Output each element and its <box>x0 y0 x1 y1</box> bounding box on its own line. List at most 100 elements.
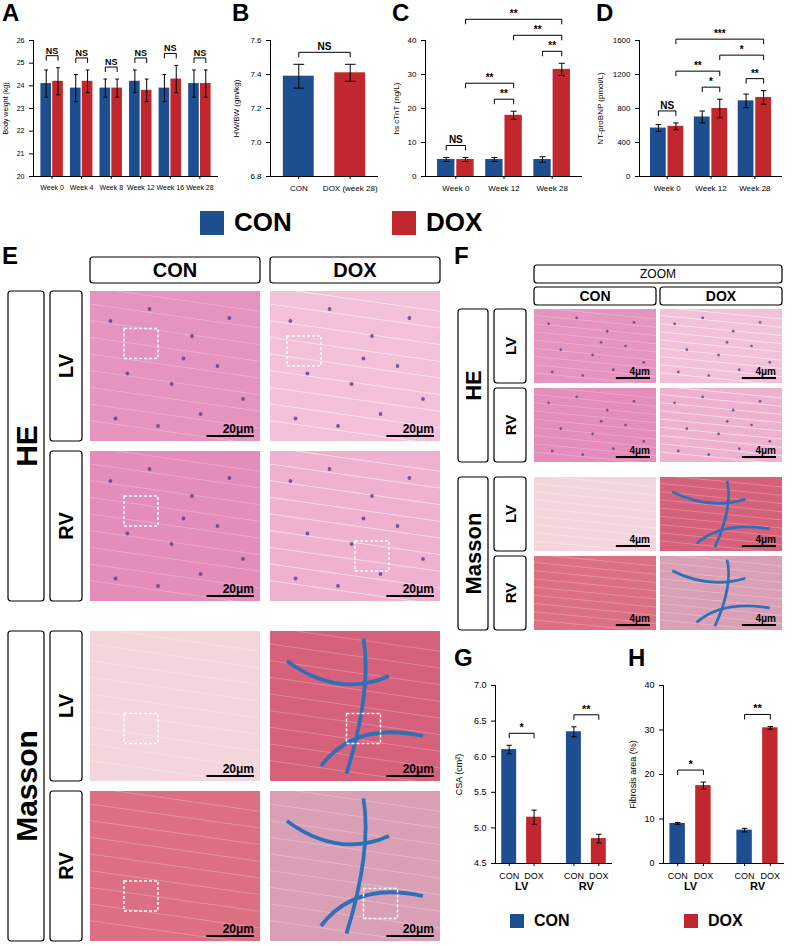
svg-text:**: ** <box>486 72 494 83</box>
svg-text:4μm: 4μm <box>629 366 650 377</box>
svg-text:**: ** <box>510 8 518 19</box>
svg-text:CON: CON <box>153 259 197 281</box>
svg-text:RV: RV <box>750 880 766 892</box>
svg-text:800: 800 <box>617 104 631 113</box>
svg-text:**: ** <box>582 703 591 715</box>
svg-text:0: 0 <box>649 858 654 868</box>
svg-text:30: 30 <box>644 725 654 735</box>
svg-text:***: *** <box>714 28 726 39</box>
svg-text:21: 21 <box>17 150 25 157</box>
svg-text:CON: CON <box>290 184 308 193</box>
svg-text:20: 20 <box>408 104 417 113</box>
svg-text:4μm: 4μm <box>755 445 776 456</box>
svg-text:0: 0 <box>412 172 417 181</box>
svg-text:40: 40 <box>644 680 654 690</box>
svg-text:Week 4: Week 4 <box>70 184 94 191</box>
svg-text:NS: NS <box>660 100 674 111</box>
svg-text:26: 26 <box>17 37 25 44</box>
svg-text:*: * <box>688 758 693 770</box>
svg-text:4μm: 4μm <box>629 613 650 624</box>
svg-text:5.5: 5.5 <box>474 787 487 797</box>
svg-text:7.6: 7.6 <box>250 36 262 45</box>
svg-text:6.5: 6.5 <box>474 716 487 726</box>
svg-text:20μm: 20μm <box>403 582 434 596</box>
svg-text:4μm: 4μm <box>629 445 650 456</box>
svg-text:6.8: 6.8 <box>250 172 262 181</box>
svg-text:Week 0: Week 0 <box>442 184 470 193</box>
svg-text:7.0: 7.0 <box>250 138 262 147</box>
svg-text:4μm: 4μm <box>755 534 776 545</box>
svg-text:NS: NS <box>318 41 332 52</box>
svg-text:NT-proBNP (pmol/L): NT-proBNP (pmol/L) <box>596 72 605 145</box>
svg-text:**: ** <box>694 60 702 71</box>
svg-text:1600: 1600 <box>613 36 631 45</box>
svg-text:NS: NS <box>75 48 88 58</box>
svg-text:1200: 1200 <box>613 70 631 79</box>
svg-text:4μm: 4μm <box>755 366 776 377</box>
svg-text:5.0: 5.0 <box>474 823 487 833</box>
svg-text:20μm: 20μm <box>403 762 434 776</box>
svg-text:22: 22 <box>17 127 25 134</box>
svg-text:Week 12: Week 12 <box>695 184 727 193</box>
svg-text:30: 30 <box>408 70 417 79</box>
svg-text:20μm: 20μm <box>223 582 254 596</box>
svg-text:*: * <box>709 76 713 87</box>
svg-text:25: 25 <box>17 59 25 66</box>
svg-text:**: ** <box>751 68 759 79</box>
svg-text:400: 400 <box>617 138 631 147</box>
svg-text:23: 23 <box>17 105 25 112</box>
svg-text:RV: RV <box>55 512 77 540</box>
svg-text:20μm: 20μm <box>403 422 434 436</box>
svg-text:4μm: 4μm <box>629 534 650 545</box>
svg-text:Week 12: Week 12 <box>127 184 155 191</box>
svg-text:LV: LV <box>684 880 698 892</box>
svg-text:**: ** <box>500 88 508 99</box>
svg-text:Masson: Masson <box>10 730 43 842</box>
svg-text:7.0: 7.0 <box>474 680 487 690</box>
svg-text:HW/BW (gm/kg): HW/BW (gm/kg) <box>232 79 241 137</box>
svg-text:NS: NS <box>194 48 207 58</box>
svg-text:LV: LV <box>502 505 519 523</box>
svg-text:Fibrosis area (%): Fibrosis area (%) <box>628 740 638 809</box>
svg-text:DOX: DOX <box>706 288 737 304</box>
svg-text:Week 28: Week 28 <box>536 184 568 193</box>
svg-text:RV: RV <box>55 852 77 880</box>
svg-text:20μm: 20μm <box>223 762 254 776</box>
svg-text:DOX (week 28): DOX (week 28) <box>323 184 378 193</box>
svg-text:CSA (cm²): CSA (cm²) <box>454 754 464 796</box>
svg-text:Body weight (kg): Body weight (kg) <box>2 82 10 134</box>
svg-text:6.0: 6.0 <box>474 752 487 762</box>
svg-text:*: * <box>519 721 524 733</box>
svg-text:20: 20 <box>17 173 25 180</box>
svg-text:**: ** <box>534 24 542 35</box>
svg-text:Week 28: Week 28 <box>186 184 214 191</box>
svg-text:Week 0: Week 0 <box>654 184 682 193</box>
svg-text:HE: HE <box>10 425 43 467</box>
svg-text:ZOOM: ZOOM <box>640 267 676 281</box>
svg-text:NS: NS <box>135 48 148 58</box>
svg-text:40: 40 <box>408 36 417 45</box>
svg-text:Masson: Masson <box>461 513 486 595</box>
svg-text:Week 28: Week 28 <box>739 184 771 193</box>
svg-text:10: 10 <box>644 814 654 824</box>
svg-text:NS: NS <box>105 57 118 67</box>
svg-text:**: ** <box>753 702 762 714</box>
svg-text:20μm: 20μm <box>223 422 254 436</box>
svg-text:LV: LV <box>515 880 529 892</box>
svg-text:LV: LV <box>502 337 519 355</box>
svg-text:10: 10 <box>408 138 417 147</box>
svg-text:Week 8: Week 8 <box>99 184 123 191</box>
svg-text:4μm: 4μm <box>755 613 776 624</box>
svg-text:20μm: 20μm <box>223 922 254 936</box>
svg-text:RV: RV <box>579 880 595 892</box>
svg-text:NS: NS <box>449 134 463 145</box>
svg-text:hs cTnT (ng/L): hs cTnT (ng/L) <box>392 82 401 134</box>
svg-text:HE: HE <box>461 370 486 401</box>
svg-text:Week 16: Week 16 <box>157 184 185 191</box>
svg-text:20: 20 <box>644 769 654 779</box>
svg-text:4.5: 4.5 <box>474 858 487 868</box>
svg-text:24: 24 <box>17 82 25 89</box>
svg-text:7.4: 7.4 <box>250 70 262 79</box>
svg-text:LV: LV <box>55 353 77 378</box>
svg-text:RV: RV <box>502 415 519 436</box>
